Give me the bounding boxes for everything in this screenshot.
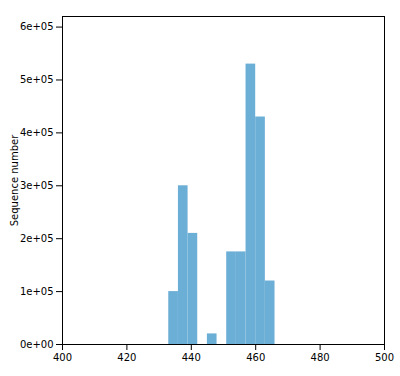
svg-text:400: 400 — [53, 352, 72, 363]
svg-text:5e+05: 5e+05 — [20, 74, 54, 85]
svg-text:4e+05: 4e+05 — [20, 127, 54, 138]
svg-text:2e+05: 2e+05 — [20, 233, 54, 244]
svg-text:460: 460 — [246, 352, 265, 363]
svg-text:480: 480 — [311, 352, 330, 363]
svg-text:500: 500 — [375, 352, 394, 363]
svg-text:0e+00: 0e+00 — [20, 339, 54, 350]
svg-text:420: 420 — [117, 352, 136, 363]
svg-text:Sequence number: Sequence number — [9, 134, 20, 226]
svg-text:6e+05: 6e+05 — [20, 21, 54, 32]
svg-text:3e+05: 3e+05 — [20, 180, 54, 191]
svg-text:1e+05: 1e+05 — [20, 286, 54, 297]
svg-text:440: 440 — [182, 352, 201, 363]
